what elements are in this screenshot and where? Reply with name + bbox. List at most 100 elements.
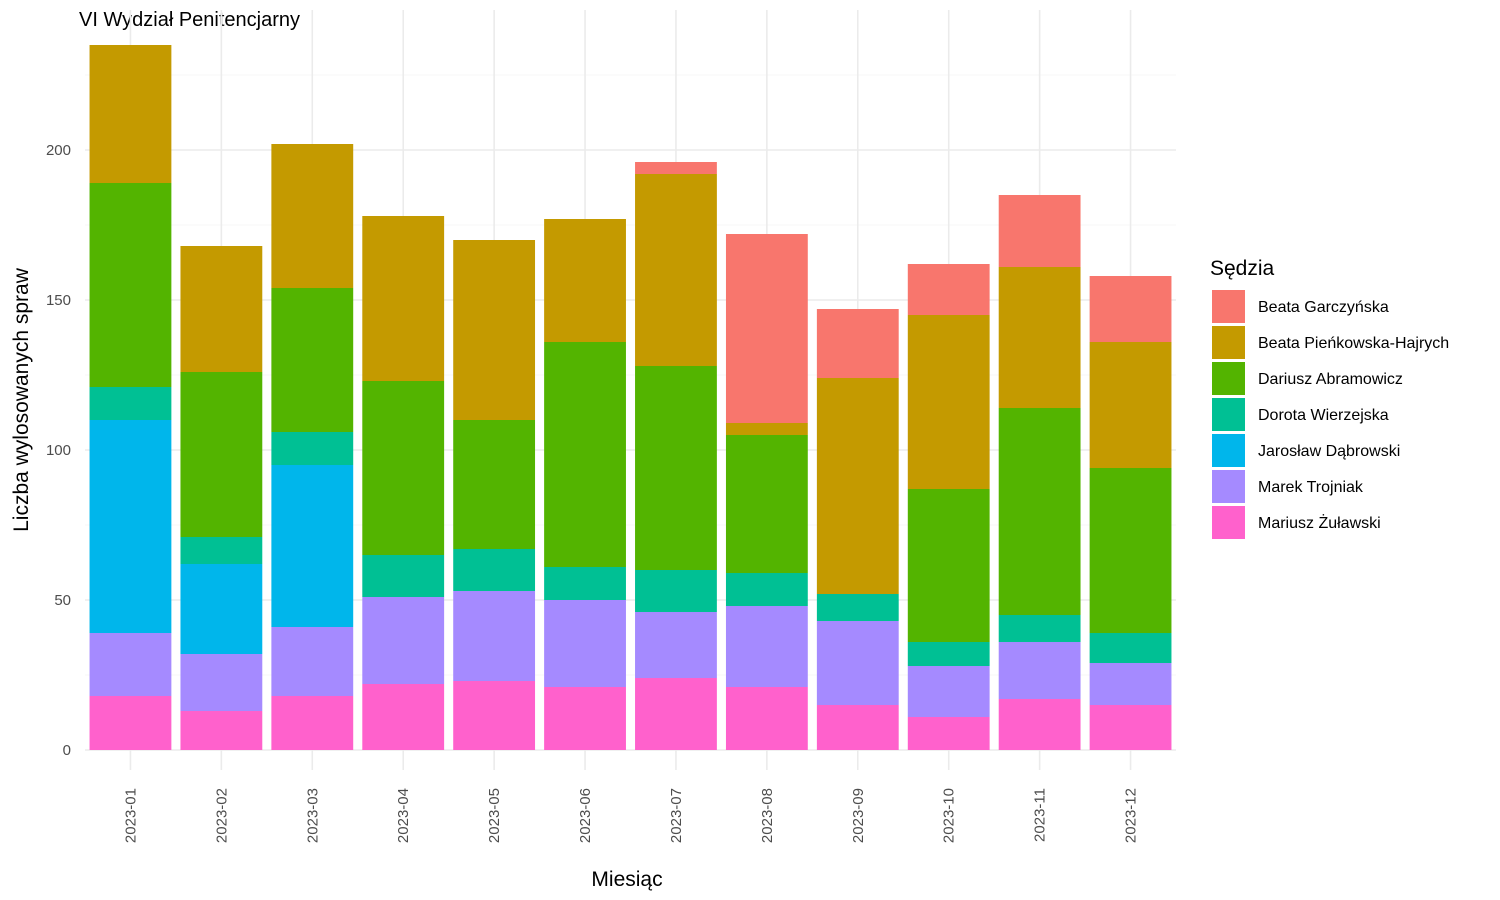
bar-segment xyxy=(998,699,1081,750)
bar-segment xyxy=(1089,633,1172,663)
bar-segment xyxy=(635,162,717,174)
x-tick-label: 2023-02 xyxy=(213,788,230,843)
x-tick-label: 2023-12 xyxy=(1123,788,1140,843)
bar-segment xyxy=(544,567,626,600)
bar-segment xyxy=(816,621,899,705)
bar-segment xyxy=(998,408,1081,615)
bar-segment xyxy=(907,717,990,750)
legend-swatch xyxy=(1212,470,1245,503)
bar-segment xyxy=(89,420,172,633)
bar-segment xyxy=(453,549,536,591)
legend-label: Beata Garczyńska xyxy=(1258,299,1389,316)
bar-segment xyxy=(362,684,445,750)
y-tick-label: 200 xyxy=(46,142,71,159)
bar-segment xyxy=(725,606,808,687)
bar-segment xyxy=(544,687,626,750)
x-tick-label: 2023-07 xyxy=(668,788,685,843)
bar-segment xyxy=(635,678,717,750)
bar-segment xyxy=(362,597,445,684)
bar-segment xyxy=(635,366,717,570)
legend: Sędzia Beata Garczyńska Beata Pieńkowska-… xyxy=(1210,257,1449,539)
y-axis-title: Liczba wylosowanych spraw xyxy=(10,267,33,532)
bar-segment xyxy=(725,435,808,573)
legend-swatch xyxy=(1212,434,1245,467)
bar-segment xyxy=(271,432,354,465)
x-tick-label: 2023-08 xyxy=(759,788,776,843)
bars xyxy=(89,45,1172,750)
bar-segment xyxy=(180,372,263,537)
bar-segment xyxy=(1089,276,1172,342)
legend-swatch xyxy=(1212,326,1245,359)
legend-label: Marek Trojniak xyxy=(1258,479,1364,496)
bar-segment xyxy=(816,309,899,378)
bar-segment xyxy=(271,696,354,750)
bar-segment xyxy=(998,615,1081,642)
legend-label: Beata Pieńkowska-Hajrych xyxy=(1258,335,1449,352)
bar-segment xyxy=(907,264,990,315)
legend-label: Dorota Wierzejska xyxy=(1258,407,1389,424)
bar-segment xyxy=(635,174,717,366)
bar-segment xyxy=(271,288,354,432)
x-tick-label: 2023-06 xyxy=(577,788,594,843)
legend-swatch xyxy=(1212,398,1245,431)
bar-segment xyxy=(180,711,263,750)
bar-segment xyxy=(89,633,172,696)
bar-segment xyxy=(725,573,808,606)
legend-title: Sędzia xyxy=(1210,257,1275,280)
bar-segment xyxy=(907,315,990,489)
bar-segment xyxy=(271,627,354,696)
x-axis-title: Miesiąc xyxy=(591,868,662,891)
bar-segment xyxy=(635,570,717,612)
legend-swatch xyxy=(1212,362,1245,395)
x-tick-label: 2023-03 xyxy=(304,788,321,843)
x-tick-label: 2023-11 xyxy=(1032,788,1049,842)
bar-segment xyxy=(453,681,536,750)
bar-segment xyxy=(544,600,626,687)
bar-segment xyxy=(816,705,899,750)
legend-label: Mariusz Żuławski xyxy=(1258,513,1381,532)
bar-segment xyxy=(998,267,1081,408)
bar-segment xyxy=(362,555,445,597)
bar-segment xyxy=(89,696,172,750)
x-axis-ticks: 2023-01 2023-02 2023-03 2023-04 2023-05 2023-… xyxy=(122,788,1139,843)
bar-segment xyxy=(816,594,899,621)
y-axis-ticks: 0 50 100 150 200 xyxy=(46,142,71,759)
x-tick-label: 2023-09 xyxy=(850,788,867,843)
bar-segment xyxy=(271,465,354,627)
legend-label: Dariusz Abramowicz xyxy=(1258,371,1403,388)
bar-segment xyxy=(725,234,808,423)
bar-segment xyxy=(453,591,536,681)
bar-segment xyxy=(453,240,536,420)
bar-segment xyxy=(89,183,172,387)
bar-segment xyxy=(1089,705,1172,750)
bar-segment xyxy=(907,489,990,642)
bar-segment xyxy=(271,144,354,288)
bar-segment xyxy=(362,381,445,555)
bar-segment xyxy=(635,612,717,678)
legend-swatch xyxy=(1212,290,1245,323)
bar-segment xyxy=(725,687,808,750)
bar-segment xyxy=(453,420,536,549)
bar-segment xyxy=(907,642,990,666)
bar-segment xyxy=(89,387,172,420)
bar-segment xyxy=(998,642,1081,699)
y-tick-label: 100 xyxy=(46,442,71,459)
bar-segment xyxy=(1089,663,1172,705)
x-tick-label: 2023-10 xyxy=(941,788,958,843)
y-tick-label: 0 xyxy=(63,742,71,759)
chart-title: VI Wydział Penitencjarny xyxy=(79,9,300,31)
bar-segment xyxy=(544,219,626,342)
x-tick-label: 2023-04 xyxy=(395,788,412,843)
bar-segment xyxy=(998,195,1081,267)
bar-segment xyxy=(544,342,626,567)
bar-segment xyxy=(180,654,263,711)
bar-segment xyxy=(907,666,990,717)
bar-segment xyxy=(816,378,899,594)
bar-segment xyxy=(725,423,808,435)
bar-segment xyxy=(180,246,263,372)
y-tick-label: 50 xyxy=(54,592,71,609)
bar-segment xyxy=(1089,468,1172,633)
bar-segment xyxy=(89,45,172,183)
bar-segment xyxy=(180,564,263,654)
